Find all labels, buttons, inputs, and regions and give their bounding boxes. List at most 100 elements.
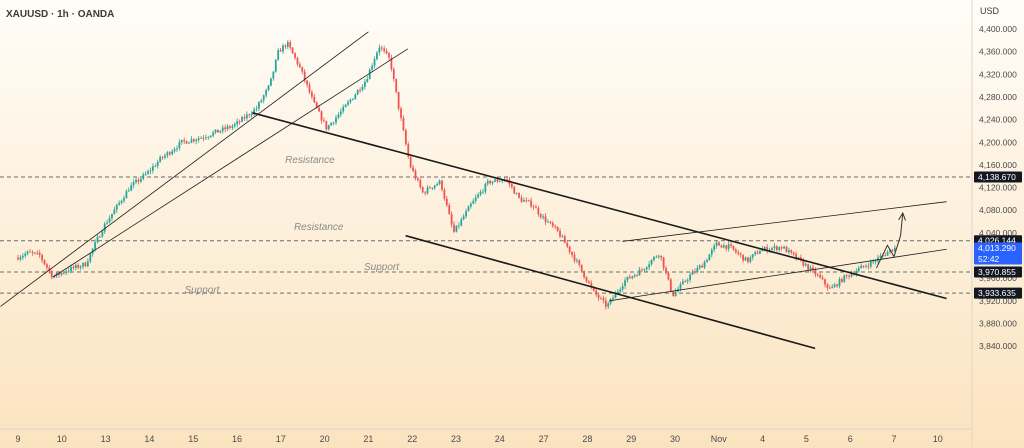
- candle-body-174: [436, 184, 439, 186]
- candle-body-173: [433, 185, 436, 188]
- candle-body-67: [178, 142, 181, 149]
- candle-body-264: [653, 256, 655, 261]
- candle-body-222: [551, 222, 554, 227]
- candle-body-120: [306, 80, 308, 85]
- candle-body-165: [414, 170, 417, 179]
- candle-body-236: [585, 277, 588, 282]
- candle-body-101: [260, 100, 263, 103]
- candle-body-188: [469, 203, 472, 207]
- candle-body-219: [544, 216, 547, 222]
- candle-body-311: [766, 247, 769, 252]
- candle-body-257: [636, 274, 639, 276]
- candle-body-145: [366, 79, 369, 82]
- candle-body-116: [296, 57, 299, 65]
- candle-body-251: [621, 286, 624, 290]
- candle-body-118: [301, 67, 304, 72]
- candle-body-191: [477, 194, 480, 198]
- candle-body-321: [790, 250, 793, 253]
- candle-body-184: [460, 219, 463, 226]
- candle-body-248: [614, 293, 617, 298]
- candle-body-46: [127, 190, 130, 192]
- candle-body-110: [282, 45, 284, 52]
- candle-body-180: [450, 213, 453, 225]
- candle-body-144: [363, 81, 366, 87]
- projection-path: [876, 212, 904, 269]
- candle-body-317: [780, 247, 783, 249]
- candle-body-308: [759, 251, 761, 254]
- candle-body-256: [633, 274, 636, 277]
- candle-body-346: [850, 273, 853, 277]
- candle-body-177: [443, 189, 446, 199]
- candle-body-252: [624, 280, 626, 287]
- candle-body-181: [453, 224, 455, 232]
- candle-body-270: [667, 272, 670, 280]
- candle-body-198: [494, 179, 496, 182]
- trend-line-2: [252, 112, 947, 300]
- candle-body-245: [607, 303, 610, 307]
- price-badge-text-2: 4,013.290: [978, 243, 1016, 253]
- candle-body-215: [535, 207, 537, 209]
- candle-body-235: [583, 271, 586, 278]
- x-tick-label-8: 21: [363, 434, 373, 444]
- candle-body-91: [236, 121, 239, 125]
- candle-body-167: [419, 180, 422, 188]
- candle-body-280: [691, 271, 694, 275]
- candle-body-147: [371, 65, 374, 70]
- price-badge-text-1: 4,026.144: [978, 236, 1016, 246]
- candle-body-331: [814, 269, 817, 275]
- currency-label: USD: [980, 6, 1000, 16]
- candle-body-231: [573, 254, 576, 261]
- candle-body-30: [89, 253, 92, 262]
- candle-body-78: [205, 137, 207, 139]
- candle-body-281: [694, 271, 696, 273]
- candle-body-355: [872, 261, 875, 263]
- candle-body-239: [592, 286, 595, 291]
- candle-body-99: [255, 108, 258, 110]
- candle-body-344: [845, 275, 848, 277]
- candle-body-313: [771, 248, 773, 250]
- candle-body-203: [506, 179, 508, 181]
- x-tick-label-15: 30: [670, 434, 680, 444]
- candle-body-195: [486, 180, 489, 184]
- candle-body-304: [749, 257, 752, 262]
- candle-body-128: [325, 121, 328, 130]
- candle-body-200: [498, 181, 501, 182]
- candle-body-337: [828, 287, 831, 289]
- candle-body-47: [130, 185, 133, 191]
- candle-body-216: [537, 208, 540, 215]
- candle-body-341: [838, 279, 841, 287]
- candle-body-163: [409, 156, 412, 168]
- candle-body-354: [869, 261, 872, 267]
- x-tick-label-7: 20: [320, 434, 330, 444]
- candle-body-310: [763, 247, 766, 250]
- candle-body-65: [173, 149, 176, 152]
- candle-body-271: [669, 279, 672, 292]
- candle-body-196: [489, 180, 492, 184]
- candle-body-187: [467, 206, 470, 212]
- candle-body-60: [161, 156, 164, 158]
- x-tick-label-2: 13: [101, 434, 111, 444]
- candle-body-11: [43, 260, 46, 265]
- candle-body-342: [840, 279, 843, 282]
- candle-body-77: [202, 137, 205, 139]
- candle-body-86: [224, 127, 227, 130]
- x-tick-label-18: 5: [804, 434, 809, 444]
- candle-body-154: [388, 53, 390, 58]
- candle-body-225: [559, 230, 561, 237]
- candle-body-218: [542, 216, 545, 218]
- candle-body-192: [479, 191, 482, 195]
- x-tick-label-4: 15: [188, 434, 198, 444]
- candle-body-226: [561, 236, 564, 238]
- candle-body-327: [804, 264, 807, 266]
- candle-body-164: [412, 167, 414, 171]
- candle-body-51: [139, 178, 142, 182]
- y-tick-label-8: 4,080.000: [979, 205, 1017, 215]
- candle-body-109: [279, 50, 282, 52]
- candle-body-40: [113, 209, 116, 215]
- x-tick-label-20: 7: [891, 434, 896, 444]
- y-tick-label-13: 3,880.000: [979, 318, 1017, 328]
- candle-body-57: [154, 165, 157, 167]
